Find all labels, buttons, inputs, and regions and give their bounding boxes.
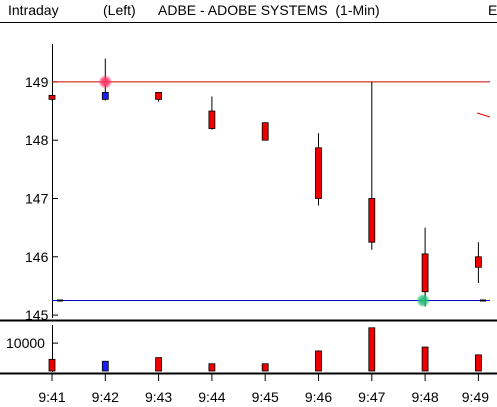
volume-bar <box>315 350 322 372</box>
time-tick-label: 9:43 <box>145 389 172 405</box>
time-tick-label: 9:49 <box>462 389 489 405</box>
chart-title: ADBE - ADOBE SYSTEMS (1-Min) <box>158 2 380 18</box>
session-high-marker <box>98 74 113 89</box>
time-tick-label: 9:41 <box>38 389 65 405</box>
price-tick-label: 149 <box>25 74 49 90</box>
price-tick-label: 148 <box>25 132 49 148</box>
price-tick-label: 145 <box>25 307 49 323</box>
volume-bar <box>101 360 109 372</box>
candle-body <box>474 256 482 268</box>
candle-body <box>261 122 269 141</box>
volume-bar <box>368 327 376 372</box>
volume-bar <box>421 346 429 372</box>
candle-body <box>208 110 216 129</box>
volume-tick-label: 10000 <box>6 335 45 351</box>
time-tick-label: 9:44 <box>198 389 225 405</box>
volume-panel: 10000 <box>6 327 482 372</box>
time-axis: 9:41 9:42 9:43 9:44 9:45 9:46 9:47 9:48 9:49 <box>38 374 489 405</box>
time-tick-label: 9:46 <box>305 389 332 405</box>
volume-bar <box>208 363 216 372</box>
price-panel: 145 146 147 148 149 <box>25 58 491 323</box>
time-tick-label: 9:47 <box>358 389 385 405</box>
left-axis-label: (Left) <box>103 2 136 18</box>
candle-body <box>48 94 56 100</box>
session-low-marker <box>416 293 431 308</box>
volume-bar <box>155 357 163 372</box>
volume-bar <box>48 358 56 372</box>
time-tick-label: 9:48 <box>411 389 438 405</box>
volume-bar <box>474 354 482 372</box>
price-tick-label: 146 <box>25 249 49 265</box>
price-tick-label: 147 <box>25 190 49 206</box>
trend-slash <box>476 112 491 118</box>
edge-label: E <box>488 2 497 18</box>
volume-bar <box>261 363 269 372</box>
candle-body <box>421 253 429 293</box>
time-tick-label: 9:45 <box>252 389 279 405</box>
candle-body <box>155 91 163 100</box>
candle-body <box>101 91 109 100</box>
intraday-label[interactable]: Intraday <box>8 2 59 18</box>
chart-header: Intraday (Left) ADBE - ADOBE SYSTEMS (1-… <box>0 0 497 24</box>
candle-body <box>315 147 322 199</box>
candle-body <box>368 198 376 243</box>
time-tick-label: 9:42 <box>92 389 119 405</box>
